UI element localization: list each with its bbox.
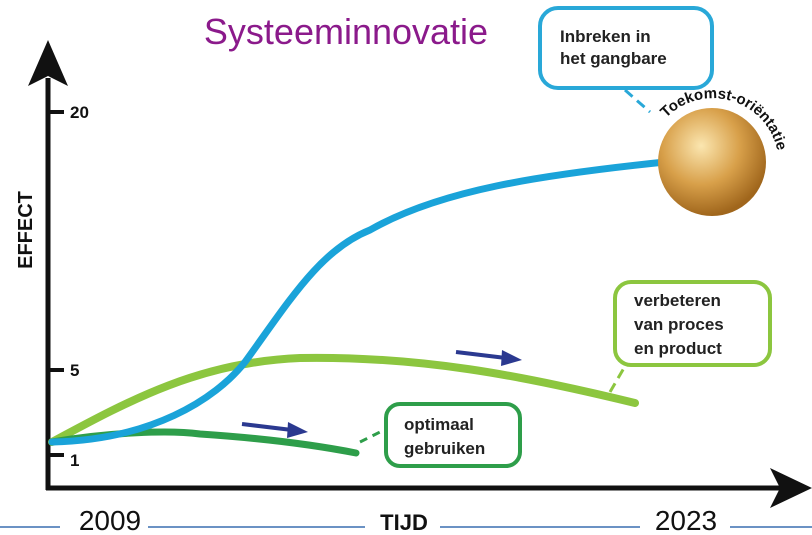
sphere <box>658 108 766 216</box>
page: Systeeminnovatie 20 5 1 EFFECT 2009 TIJD… <box>0 0 812 535</box>
y-tick: 20 <box>70 103 89 122</box>
y-axis-label: EFFECT <box>15 191 37 269</box>
callout-text: en product <box>634 339 722 358</box>
diagram: Systeeminnovatie 20 5 1 EFFECT 2009 TIJD… <box>0 0 812 535</box>
curve-systeem <box>52 162 665 442</box>
callout-text: Inbreken in <box>560 27 651 46</box>
callout-verbeteren: verbeteren van proces en product <box>610 282 770 392</box>
x-end: 2023 <box>655 505 717 535</box>
x-start: 2009 <box>79 505 141 535</box>
y-tick: 5 <box>70 361 79 380</box>
callout-text: verbeteren <box>634 291 721 310</box>
title: Systeeminnovatie <box>204 11 488 52</box>
callout-text: het gangbare <box>560 49 667 68</box>
callout-optimaal: optimaal gebruiken <box>360 404 520 466</box>
callout-text: gebruiken <box>404 439 485 458</box>
y-tick: 1 <box>70 451 79 470</box>
callout-text: van proces <box>634 315 724 334</box>
x-axis-label: TIJD <box>380 510 428 535</box>
callout-text: optimaal <box>404 415 474 434</box>
